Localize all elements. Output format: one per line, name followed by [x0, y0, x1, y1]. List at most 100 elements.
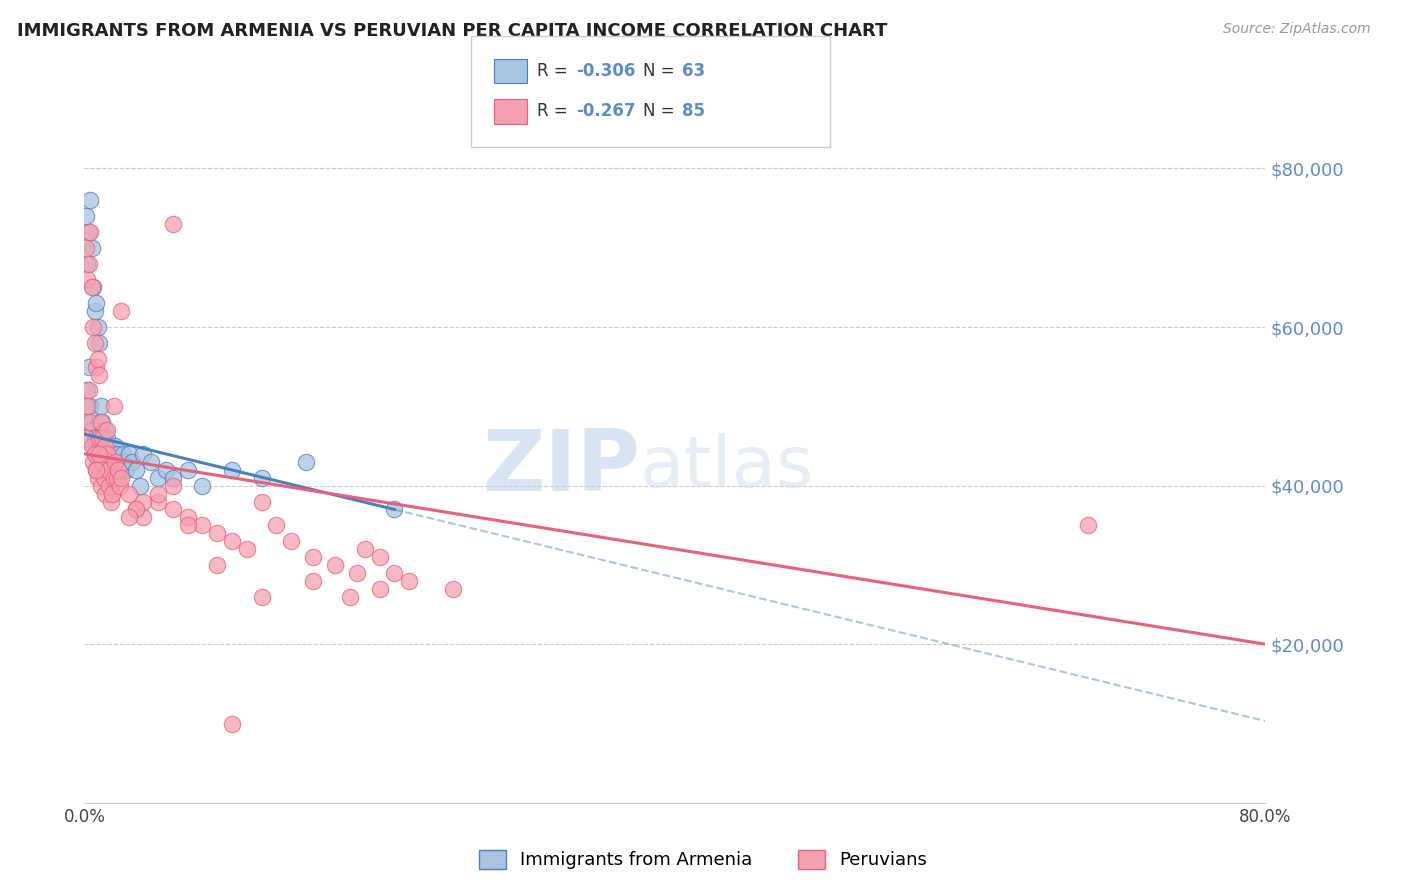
Point: [86, 320, 108, 334]
Point: [96, 447, 118, 461]
Point: [191, 518, 214, 533]
Point: [107, 447, 129, 461]
Point: [339, 590, 361, 604]
Point: [93, 471, 115, 485]
Point: [368, 582, 391, 596]
Point: [98, 455, 121, 469]
Point: [97, 447, 120, 461]
Point: [221, 716, 243, 731]
Point: [91, 439, 114, 453]
Point: [177, 510, 200, 524]
Point: [80, 241, 103, 255]
Point: [108, 463, 131, 477]
Point: [118, 510, 141, 524]
Point: [111, 447, 134, 461]
Point: [86, 471, 108, 485]
Point: [83, 447, 105, 461]
Point: [104, 439, 127, 453]
Point: [77, 257, 100, 271]
Point: [75, 431, 97, 445]
Point: [266, 518, 288, 533]
Point: [382, 502, 406, 516]
Point: [76, 272, 98, 286]
Point: [96, 423, 118, 437]
Point: [103, 400, 125, 414]
Point: [94, 423, 117, 437]
Point: [100, 478, 122, 492]
Point: [83, 335, 105, 350]
Point: [101, 486, 124, 500]
Point: [250, 590, 273, 604]
Point: [108, 478, 131, 492]
Point: [104, 455, 127, 469]
Text: -0.306: -0.306: [576, 62, 636, 80]
Point: [129, 478, 152, 492]
Point: [98, 478, 121, 492]
Text: ZIP: ZIP: [482, 425, 640, 509]
Text: R =: R =: [537, 62, 574, 80]
Point: [83, 431, 105, 445]
Point: [94, 471, 117, 485]
Point: [84, 463, 107, 477]
Point: [84, 359, 107, 374]
Point: [82, 439, 104, 453]
Point: [93, 447, 115, 461]
Point: [94, 486, 117, 500]
Point: [91, 455, 114, 469]
Legend: Immigrants from Armenia, Peruvians: Immigrants from Armenia, Peruvians: [470, 841, 936, 879]
Point: [82, 320, 104, 334]
Point: [101, 471, 124, 485]
Point: [80, 423, 103, 437]
Point: [148, 486, 170, 500]
Text: N =: N =: [643, 103, 679, 120]
Point: [125, 502, 148, 516]
Point: [207, 558, 229, 572]
Point: [132, 510, 155, 524]
Point: [110, 304, 132, 318]
Point: [302, 574, 325, 588]
Point: [77, 384, 100, 398]
Point: [80, 439, 103, 453]
Point: [75, 209, 97, 223]
Point: [354, 542, 377, 557]
Point: [250, 471, 273, 485]
Point: [114, 463, 136, 477]
Point: [236, 542, 259, 557]
Point: [139, 455, 162, 469]
Text: N =: N =: [643, 62, 679, 80]
Point: [80, 280, 103, 294]
Point: [98, 463, 121, 477]
Text: atlas: atlas: [640, 433, 814, 502]
Point: [280, 534, 302, 549]
Point: [103, 447, 125, 461]
Point: [79, 415, 101, 429]
Point: [346, 566, 368, 580]
Point: [96, 447, 118, 461]
Point: [148, 494, 170, 508]
Point: [148, 471, 170, 485]
Point: [125, 502, 148, 516]
Point: [76, 257, 98, 271]
Point: [77, 359, 100, 374]
Text: R =: R =: [537, 103, 574, 120]
Point: [90, 400, 112, 414]
Point: [103, 463, 125, 477]
Point: [110, 471, 132, 485]
Point: [121, 455, 143, 469]
Point: [90, 415, 112, 429]
Point: [207, 526, 229, 541]
Point: [105, 455, 128, 469]
Point: [100, 494, 122, 508]
Point: [155, 463, 177, 477]
Text: -0.267: -0.267: [576, 103, 636, 120]
Point: [79, 225, 101, 239]
Point: [105, 471, 128, 485]
Point: [107, 463, 129, 477]
Point: [162, 478, 184, 492]
Point: [82, 280, 104, 294]
Point: [221, 534, 243, 549]
Point: [443, 582, 465, 596]
Point: [90, 463, 112, 477]
Point: [97, 439, 120, 453]
Point: [87, 447, 111, 461]
